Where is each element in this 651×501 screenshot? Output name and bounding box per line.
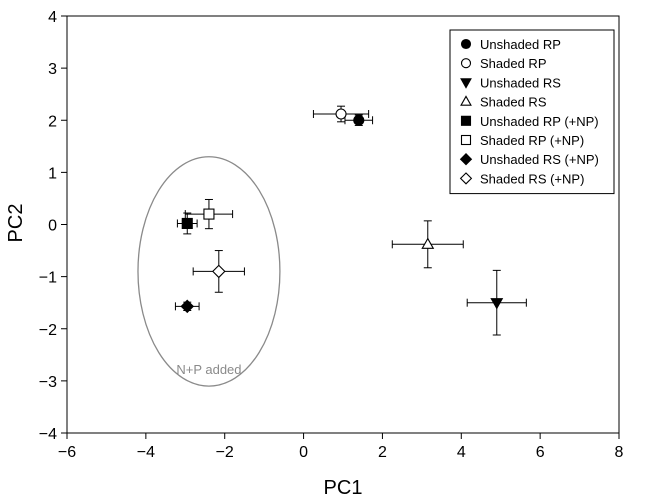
- legend-item-shaded-rs: Shaded RS: [460, 95, 547, 110]
- n-p-added-label: N+P added: [176, 362, 241, 377]
- x-tick-label: 6: [536, 444, 545, 461]
- x-tick-label: 2: [378, 444, 387, 461]
- y-tick-label: −1: [39, 270, 57, 287]
- legend-marker-unshaded-rp-np: [460, 115, 472, 126]
- point-unshaded-rs-np: [174, 299, 200, 314]
- point-shaded-rp-np: [184, 198, 234, 230]
- legend-item-shaded-rp: Shaded RP: [460, 56, 547, 71]
- legend-label-unshaded-rs: Unshaded RS: [480, 75, 561, 90]
- y-tick-label: −4: [39, 426, 57, 443]
- legend-marker-shaded-rp: [460, 58, 472, 69]
- x-tick-label: −6: [58, 444, 76, 461]
- legend-label-shaded-rs-np: Shaded RS (+NP): [480, 171, 584, 186]
- legend-label-unshaded-rp-np: Unshaded RP (+NP): [480, 114, 599, 129]
- legend-label-shaded-rp-np: Shaded RP (+NP): [480, 133, 584, 148]
- legend-marker-unshaded-rs: [460, 78, 472, 89]
- x-tick-label: −4: [137, 444, 155, 461]
- point-unshaded-rs: [466, 269, 527, 336]
- marker-unshaded-rs-np: [180, 299, 195, 314]
- marker-shaded-rp: [335, 108, 347, 120]
- marker-shaded-rs: [421, 237, 435, 249]
- n-p-added-ellipse: [137, 156, 281, 387]
- y-axis-label: PC2: [5, 204, 27, 243]
- y-tick-label: 4: [48, 9, 57, 26]
- legend-label-shaded-rp: Shaded RP: [480, 56, 547, 71]
- marker-shaded-rp-np: [203, 208, 215, 220]
- x-axis-label: PC1: [324, 477, 363, 499]
- point-shaded-rp: [312, 105, 370, 123]
- marker-shaded-rs-np: [212, 264, 226, 279]
- legend-label-unshaded-rp: Unshaded RP: [480, 37, 561, 52]
- legend-item-unshaded-rp-np: Unshaded RP (+NP): [460, 114, 599, 129]
- x-tick-label: 0: [299, 444, 308, 461]
- y-tick-label: −3: [39, 374, 57, 391]
- x-tick-label: 8: [615, 444, 624, 461]
- x-tick-label: 4: [457, 444, 466, 461]
- y-axis-ticks: −4 −3 −2 −1 0 1 2 3 4: [39, 9, 67, 443]
- legend-marker-unshaded-rs-np: [459, 153, 473, 166]
- point-shaded-rs: [391, 220, 464, 269]
- point-shaded-rs-np: [192, 250, 245, 293]
- data-points: [174, 105, 527, 336]
- point-unshaded-rp-np: [176, 212, 198, 235]
- y-tick-label: 3: [48, 61, 57, 78]
- legend-box: [449, 29, 615, 195]
- legend-item-unshaded-rs: Unshaded RS: [460, 75, 561, 90]
- legend: Unshaded RP Shaded RP Unshaded RS Shaded RS…: [449, 29, 615, 195]
- marker-unshaded-rs: [490, 298, 504, 310]
- legend-item-shaded-rs-np: Shaded RS (+NP): [459, 171, 584, 186]
- legend-label-unshaded-rs-np: Unshaded RS (+NP): [480, 152, 599, 167]
- legend-label-shaded-rs: Shaded RS: [480, 95, 547, 110]
- legend-marker-shaded-rp-np: [460, 134, 472, 146]
- legend-marker-unshaded-rp: [460, 38, 472, 50]
- marker-unshaded-rp: [353, 114, 365, 126]
- x-tick-label: −2: [216, 444, 234, 461]
- y-tick-label: 2: [48, 113, 57, 130]
- legend-item-shaded-rp-np: Shaded RP (+NP): [460, 133, 584, 148]
- x-axis-ticks: −6 −4 −2 0 2 4 6 8: [58, 433, 624, 461]
- marker-unshaded-rp-np: [181, 217, 193, 230]
- y-tick-label: −2: [39, 322, 57, 339]
- legend-marker-shaded-rs: [460, 95, 472, 106]
- legend-item-unshaded-rp: Unshaded RP: [460, 37, 561, 52]
- legend-marker-shaded-rs-np: [459, 172, 473, 185]
- legend-item-unshaded-rs-np: Unshaded RS (+NP): [459, 152, 599, 167]
- annotation-layer: N+P added: [137, 156, 281, 387]
- y-tick-label: 0: [48, 218, 57, 235]
- point-unshaded-rp: [344, 114, 374, 126]
- y-tick-label: 1: [48, 165, 57, 182]
